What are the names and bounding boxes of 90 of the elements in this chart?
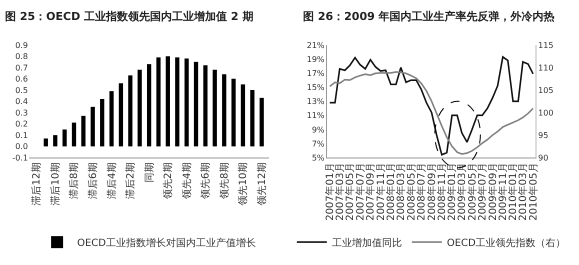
x-tick-label: 滞后2期 bbox=[124, 162, 137, 199]
bar bbox=[81, 116, 86, 146]
x-tick-label: 领先8期 bbox=[218, 162, 230, 199]
x-tick-label: 滞后10期 bbox=[49, 162, 62, 206]
y2-tick-label: 115 bbox=[538, 40, 554, 50]
y-tick-label: 19% bbox=[306, 54, 325, 64]
bar bbox=[175, 57, 180, 146]
x-tick-label: 领先4期 bbox=[180, 162, 193, 199]
y-tick-label: 0.3 bbox=[15, 108, 28, 118]
bar bbox=[260, 98, 264, 146]
x-tick-label: 2007年01月 bbox=[324, 162, 336, 221]
x-tick-label: 2007年07月 bbox=[354, 162, 366, 221]
y-tick-label: 0.7 bbox=[15, 63, 28, 72]
bar bbox=[203, 65, 208, 146]
x-tick-label: 滞后4期 bbox=[106, 162, 118, 199]
legend-label: OECD工业领先指数（右） bbox=[446, 236, 566, 249]
bar bbox=[118, 83, 124, 146]
x-tick-label: 2009年01月 bbox=[446, 162, 458, 221]
y2-tick-label: 90 bbox=[538, 153, 548, 162]
bar bbox=[146, 64, 152, 146]
y2-tick-label: 95 bbox=[538, 130, 548, 140]
bar bbox=[90, 106, 95, 146]
y-tick-label: 7% bbox=[312, 139, 325, 148]
x-tick-label: 领先12期 bbox=[256, 162, 268, 206]
bar bbox=[240, 84, 246, 146]
bar bbox=[184, 58, 189, 146]
y-tick-label: -0.1 bbox=[12, 153, 28, 162]
bar bbox=[44, 138, 48, 146]
bar bbox=[231, 78, 236, 146]
x-tick-label: 2007年11月 bbox=[374, 162, 387, 221]
x-tick-label: 领先6期 bbox=[200, 162, 212, 199]
x-tick-label: 2008年05月 bbox=[405, 162, 418, 221]
x-tick-label: 同期 bbox=[143, 162, 156, 183]
bar bbox=[72, 122, 76, 146]
x-tick-label: 2008年01月 bbox=[385, 162, 398, 221]
y-tick-label: 0.0 bbox=[15, 142, 28, 152]
y-tick-label: 0.9 bbox=[15, 40, 28, 50]
bar bbox=[62, 129, 67, 146]
x-tick-label: 2007年05月 bbox=[344, 162, 356, 221]
chart-title: 图 25：OECD 工业指数领先国内工业增加值 2 期 bbox=[5, 10, 254, 23]
bar bbox=[156, 57, 161, 146]
y-tick-label: 11% bbox=[306, 111, 325, 120]
y-tick-label: 0.6 bbox=[15, 74, 28, 84]
y-tick-label: 0.8 bbox=[15, 52, 28, 62]
x-tick-label: 滞后6期 bbox=[87, 162, 100, 199]
x-tick-label: 滞后8期 bbox=[68, 162, 80, 199]
y-tick-label: 0.5 bbox=[15, 86, 28, 95]
bar bbox=[194, 62, 198, 146]
bar bbox=[128, 75, 132, 146]
y-tick-label: 0.2 bbox=[15, 120, 28, 129]
bar bbox=[100, 99, 104, 146]
line-series bbox=[329, 71, 534, 155]
legend-label: 工业增加值同比 bbox=[332, 236, 402, 249]
y-tick-label: 13% bbox=[306, 97, 325, 106]
y-tick-label: 5% bbox=[312, 153, 325, 162]
y-tick-label: 0.4 bbox=[15, 97, 28, 106]
x-tick-label: 领先2期 bbox=[162, 162, 174, 199]
bar bbox=[109, 91, 114, 146]
y2-tick-label: 100 bbox=[538, 108, 554, 118]
x-tick-label: 2009年11月 bbox=[497, 162, 510, 221]
chart-title: 图 26：2009 年国内工业生产率先反弹，外冷内热 bbox=[303, 10, 555, 23]
x-tick-label: 领先10期 bbox=[237, 162, 250, 206]
x-tick-label: 2010年03月 bbox=[517, 162, 530, 221]
line-series bbox=[329, 56, 534, 156]
y2-tick-label: 110 bbox=[538, 63, 554, 72]
bar bbox=[138, 70, 142, 146]
x-tick-label: 2007年09月 bbox=[364, 162, 377, 221]
y-tick-label: 9% bbox=[312, 125, 325, 134]
bar bbox=[166, 56, 170, 146]
y-tick-label: 21% bbox=[306, 40, 325, 50]
x-tick-label: 2007年03月 bbox=[334, 162, 346, 221]
x-tick-label: 2009年05月 bbox=[466, 162, 478, 221]
x-tick-label: 2008年11月 bbox=[436, 162, 448, 221]
x-tick-label: 2008年09月 bbox=[426, 162, 438, 221]
legend-label: OECD工业指数增长对国内工业产值增长 bbox=[77, 236, 256, 249]
x-tick-label: 滞后12期 bbox=[30, 162, 43, 206]
x-tick-label: 2008年07月 bbox=[415, 162, 428, 221]
y2-tick-label: 105 bbox=[538, 86, 554, 95]
bar bbox=[222, 74, 226, 146]
x-tick-label: 2010年05月 bbox=[527, 162, 540, 221]
bar bbox=[53, 135, 58, 146]
y-tick-label: 0.1 bbox=[15, 130, 28, 140]
bar bbox=[212, 70, 217, 146]
y-tick-label: 15% bbox=[306, 83, 325, 92]
x-tick-label: 2009年09月 bbox=[486, 162, 499, 221]
bar bbox=[250, 90, 254, 146]
y-tick-label: 17% bbox=[306, 68, 325, 78]
x-tick-label: 2009年07月 bbox=[476, 162, 489, 221]
x-tick-label: 2008年03月 bbox=[395, 162, 408, 221]
x-tick-label: 2010年01月 bbox=[507, 162, 520, 221]
